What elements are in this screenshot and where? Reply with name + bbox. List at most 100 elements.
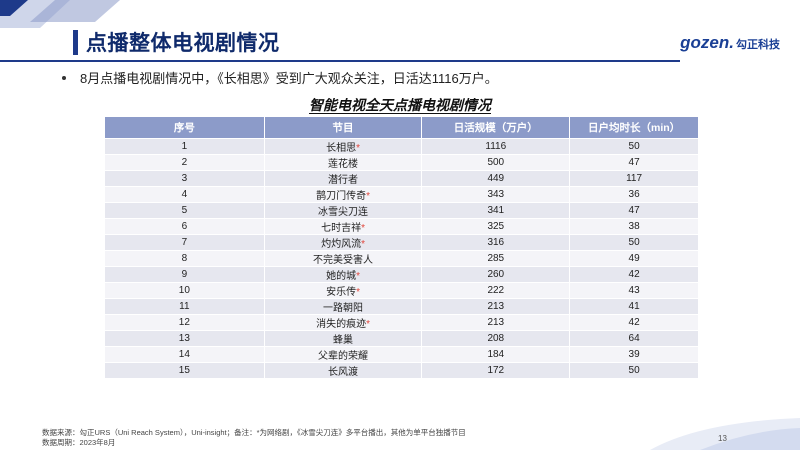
cell-duration: 50 <box>569 362 699 379</box>
page-title: 点播整体电视剧情况 <box>86 32 280 55</box>
program-name: 安乐传 <box>326 287 357 298</box>
cell-daily-active: 213 <box>421 298 571 315</box>
cell-duration: 50 <box>569 138 699 155</box>
logo-chinese-name: 勾正科技 <box>736 39 780 51</box>
program-name: 潜行者 <box>328 175 359 186</box>
bullet-dot-icon <box>62 75 66 80</box>
table-row: 15 长风渡 172 50 <box>104 362 699 379</box>
cell-duration: 49 <box>569 250 699 267</box>
table-body: 1 长相思* 1116 50 2 莲花楼 500 47 3 潜行者 449 117 4 鹊刀门传奇* 343… <box>104 138 699 379</box>
cell-program: 灼灼风流* <box>263 234 423 251</box>
cell-daily-active: 316 <box>421 234 571 251</box>
cell-daily-active: 1116 <box>421 138 571 155</box>
summary-bullet: 8月点播电视剧情况中，《长相思》受到广大观众关注，日活达1116万户。 <box>62 68 498 87</box>
web-drama-marker: * <box>366 319 370 330</box>
cell-program: 她的城* <box>263 266 423 283</box>
table-row: 9 她的城* 260 42 <box>104 266 699 283</box>
program-name: 冰雪尖刀连 <box>318 207 369 218</box>
cell-program: 不完美受害人 <box>263 250 423 267</box>
data-period-note: 数据周期：2023年8月 <box>42 438 116 447</box>
program-name: 蜂巢 <box>333 335 354 346</box>
logo-mark: gozen. <box>680 33 734 52</box>
program-name: 灼灼风流 <box>321 239 362 250</box>
cell-daily-active: 184 <box>421 346 571 363</box>
cell-duration: 43 <box>569 282 699 299</box>
data-source-note: 数据来源：勾正URS（Uni Reach System），Uni-insight… <box>42 428 466 437</box>
cell-rank: 9 <box>104 266 265 283</box>
program-name: 鹊刀门传奇 <box>316 191 367 202</box>
cell-daily-active: 172 <box>421 362 571 379</box>
table-row: 11 一路朝阳 213 41 <box>104 298 699 315</box>
header-program: 节目 <box>263 116 423 139</box>
table-row: 10 安乐传* 222 43 <box>104 282 699 299</box>
cell-duration: 47 <box>569 202 699 219</box>
cell-duration: 36 <box>569 186 699 203</box>
corner-decoration <box>0 0 120 28</box>
cell-program: 消失的痕迹* <box>263 314 423 331</box>
table-row: 3 潜行者 449 117 <box>104 170 699 187</box>
cell-duration: 42 <box>569 266 699 283</box>
cell-program: 潜行者 <box>263 170 423 187</box>
cell-daily-active: 341 <box>421 202 571 219</box>
program-name: 父辈的荣耀 <box>318 351 369 362</box>
table-header-row: 序号 节目 日活规模（万户） 日户均时长（min） <box>104 116 699 139</box>
table-row: 7 灼灼风流* 316 50 <box>104 234 699 251</box>
table-row: 1 长相思* 1116 50 <box>104 138 699 155</box>
web-drama-marker: * <box>356 143 360 154</box>
cell-daily-active: 325 <box>421 218 571 235</box>
cell-duration: 64 <box>569 330 699 347</box>
program-name: 七时吉祥 <box>321 223 362 234</box>
cell-program: 一路朝阳 <box>263 298 423 315</box>
program-name: 消失的痕迹 <box>316 319 367 330</box>
cell-daily-active: 285 <box>421 250 571 267</box>
cell-duration: 50 <box>569 234 699 251</box>
table-row: 2 莲花楼 500 47 <box>104 154 699 171</box>
cell-rank: 1 <box>104 138 265 155</box>
cell-rank: 11 <box>104 298 265 315</box>
cell-rank: 13 <box>104 330 265 347</box>
program-name: 不完美受害人 <box>313 255 374 266</box>
cell-daily-active: 343 <box>421 186 571 203</box>
web-drama-marker: * <box>356 271 360 282</box>
footnote: 数据来源：勾正URS（Uni Reach System），Uni-insight… <box>42 428 466 448</box>
web-drama-marker: * <box>361 223 365 234</box>
footer-decoration <box>650 418 800 450</box>
cell-rank: 10 <box>104 282 265 299</box>
web-drama-marker: * <box>361 239 365 250</box>
header-rank: 序号 <box>104 116 265 139</box>
cell-program: 长风渡 <box>263 362 423 379</box>
cell-program: 莲花楼 <box>263 154 423 171</box>
program-name: 长相思 <box>326 143 357 154</box>
web-drama-marker: * <box>366 191 370 202</box>
cell-duration: 42 <box>569 314 699 331</box>
cell-duration: 41 <box>569 298 699 315</box>
cell-program: 冰雪尖刀连 <box>263 202 423 219</box>
cell-rank: 3 <box>104 170 265 187</box>
cell-rank: 15 <box>104 362 265 379</box>
cell-duration: 117 <box>569 170 699 187</box>
cell-daily-active: 222 <box>421 282 571 299</box>
cell-rank: 5 <box>104 202 265 219</box>
table-row: 5 冰雪尖刀连 341 47 <box>104 202 699 219</box>
program-name: 莲花楼 <box>328 159 359 170</box>
tv-drama-table: 序号 节目 日活规模（万户） 日户均时长（min） 1 长相思* 1116 50 2 莲花… <box>104 116 699 379</box>
cell-rank: 7 <box>104 234 265 251</box>
page-number: 13 <box>718 434 727 443</box>
cell-program: 安乐传* <box>263 282 423 299</box>
table-row: 6 七时吉祥* 325 38 <box>104 218 699 235</box>
summary-text: 8月点播电视剧情况中，《长相思》受到广大观众关注，日活达1116万户。 <box>80 71 498 86</box>
cell-daily-active: 449 <box>421 170 571 187</box>
web-drama-marker: * <box>356 287 360 298</box>
cell-duration: 38 <box>569 218 699 235</box>
table-row: 12 消失的痕迹* 213 42 <box>104 314 699 331</box>
table-row: 8 不完美受害人 285 49 <box>104 250 699 267</box>
cell-program: 父辈的荣耀 <box>263 346 423 363</box>
cell-daily-active: 260 <box>421 266 571 283</box>
table-title: 智能电视全天点播电视剧情况 <box>309 97 491 113</box>
cell-duration: 39 <box>569 346 699 363</box>
cell-program: 长相思* <box>263 138 423 155</box>
program-name: 她的城 <box>326 271 357 282</box>
cell-daily-active: 208 <box>421 330 571 347</box>
cell-rank: 12 <box>104 314 265 331</box>
